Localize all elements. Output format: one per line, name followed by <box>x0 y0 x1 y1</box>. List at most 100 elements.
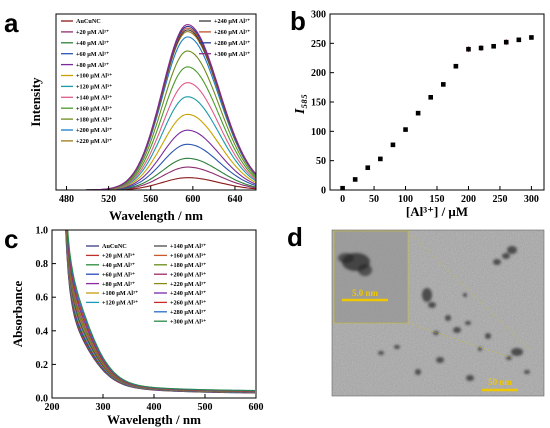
b-x-tick-label-4: 200 <box>461 194 476 205</box>
panel-a-legend: AuCuNC +20 μM Al³⁺ +40 μM Al³⁺ +60 μM Al³⁺ +… <box>61 18 250 145</box>
c-x-tick-label-1: 300 <box>96 402 111 413</box>
emission-curve-0 <box>56 177 256 190</box>
c-legend-label-12: +240 μM Al³⁺ <box>170 290 206 297</box>
nanoparticle-5 <box>445 315 451 321</box>
panel-c-legend: AuCuNC +20 μM Al³⁺ +40 μM Al³⁺ +60 μM Al³⁺ +… <box>86 243 206 325</box>
c-y-tick-label-2: 0.4 <box>36 326 49 337</box>
intensity-points <box>340 35 534 191</box>
b-x-tick-label-1: 50 <box>369 194 379 205</box>
c-legend-label-2: +40 μM Al³⁺ <box>102 262 135 269</box>
nanoparticle-2 <box>493 259 501 265</box>
b-point-10 <box>466 46 471 52</box>
absorbance-curve-15 <box>67 230 256 391</box>
a-legend-label-10: +200 μM Al³⁺ <box>76 127 112 134</box>
panel-a-frame <box>55 13 257 191</box>
b-point-3 <box>378 156 383 162</box>
c-legend-label-4: +80 μM Al³⁺ <box>102 281 135 288</box>
b-point-13 <box>503 39 509 45</box>
c-legend-label-14: +280 μM Al³⁺ <box>170 309 206 316</box>
a-legend-label-1: +20 μM Al³⁺ <box>76 29 109 36</box>
nanoparticle-18 <box>478 347 482 351</box>
c-legend-label-7: +140 μM Al³⁺ <box>170 243 206 250</box>
a-legend-label-15: +300 μM Al³⁺ <box>214 51 250 58</box>
panel-b-y-label: I₅₈₅ <box>293 94 308 115</box>
nanoparticle-7 <box>465 321 471 325</box>
panel-letter-b: b <box>290 6 306 36</box>
micrograph-frame <box>331 229 545 397</box>
nanoparticle-19 <box>524 370 530 374</box>
panel-c-chart: 200 300 400 500 600 0.0 0.2 0.4 0.6 0.8 1.0 AuCuNC… <box>10 226 264 428</box>
nanoparticle-6 <box>453 327 461 333</box>
b-point-9 <box>453 63 459 69</box>
emission-curve-3 <box>56 143 256 190</box>
a-legend-label-6: +120 μM Al³⁺ <box>76 84 112 91</box>
b-point-6 <box>415 110 421 116</box>
b-point-12 <box>491 43 496 49</box>
a-x-tick-label-4: 640 <box>227 194 242 205</box>
b-x-tick-label-6: 300 <box>524 194 539 205</box>
nanoparticle-3 <box>422 288 432 302</box>
b-x-tick-label-5: 250 <box>492 194 507 205</box>
nanoparticle-0 <box>507 246 517 254</box>
b-x-tick-label-3: 150 <box>430 194 445 205</box>
panel-a-x-label: Wavelength / nm <box>109 208 203 223</box>
tem-micrograph: 5.0 nm 50 nm <box>331 229 545 397</box>
nanoparticle-16 <box>394 345 400 349</box>
b-x-tick-label-0: 0 <box>340 194 345 205</box>
scale-label-main: 50 nm <box>488 377 512 387</box>
c-legend-label-11: +220 μM Al³⁺ <box>170 281 206 288</box>
nanoparticle-14 <box>415 369 421 375</box>
b-point-1 <box>352 177 358 182</box>
c-legend-label-0: AuCuNC <box>102 243 127 250</box>
emission-curve-2 <box>56 157 256 190</box>
a-legend-label-5: +100 μM Al³⁺ <box>76 73 112 80</box>
a-x-tick-label-3: 600 <box>185 194 200 205</box>
b-y-tick-label-5: 250 <box>311 39 326 50</box>
a-legend-label-4: +80 μM Al³⁺ <box>76 62 109 69</box>
c-x-tick-label-3: 500 <box>198 402 213 413</box>
inset-box <box>334 231 408 323</box>
c-y-tick-label-1: 0.2 <box>36 360 49 371</box>
c-legend-label-9: +180 μM Al³⁺ <box>170 262 206 269</box>
panel-a-x-ticks: 480 520 560 600 640 <box>59 186 242 205</box>
b-point-11 <box>478 45 484 51</box>
a-legend-label-9: +180 μM Al³⁺ <box>76 116 112 123</box>
b-y-tick-label-3: 150 <box>311 98 326 109</box>
panel-a-chart: 480 520 560 600 640 AuCuNC +20 μM Al³⁺ +40 μM … <box>28 13 257 223</box>
b-point-14 <box>516 37 522 43</box>
a-legend-label-13: +260 μM Al³⁺ <box>214 29 250 36</box>
nanoparticle-1 <box>502 253 510 259</box>
a-legend-label-7: +140 μM Al³⁺ <box>76 95 112 102</box>
scale-label-inset: 5.0 nm <box>352 288 379 298</box>
c-legend-label-3: +60 μM Al³⁺ <box>102 271 135 278</box>
c-y-tick-label-3: 0.6 <box>36 293 49 304</box>
nanoparticle-10 <box>511 348 523 356</box>
nanoparticle-9 <box>485 333 491 339</box>
b-y-tick-label-0: 0 <box>321 186 326 197</box>
c-legend-label-1: +20 μM Al³⁺ <box>102 253 135 260</box>
a-x-tick-label-0: 480 <box>59 194 74 205</box>
inset-leader-lines <box>407 230 533 359</box>
c-legend-label-6: +120 μM Al³⁺ <box>102 300 138 307</box>
a-legend-label-0: AuCuNC <box>76 18 101 25</box>
c-legend-label-8: +160 μM Al³⁺ <box>170 253 206 260</box>
panel-c-y-label: Absorbance <box>10 281 25 348</box>
c-legend-label-13: +260 μM Al³⁺ <box>170 300 206 307</box>
c-legend-label-10: +200 μM Al³⁺ <box>170 271 206 278</box>
panel-letter-d: d <box>287 222 303 252</box>
a-legend-label-14: +280 μM Al³⁺ <box>214 40 250 47</box>
b-point-5 <box>403 127 408 132</box>
b-point-15 <box>529 35 534 40</box>
nanoparticles <box>378 246 530 381</box>
b-y-tick-label-1: 50 <box>316 156 326 167</box>
c-x-tick-label-2: 400 <box>147 402 162 413</box>
a-legend-label-3: +60 μM Al³⁺ <box>76 51 109 58</box>
panel-letter-c: c <box>4 224 18 254</box>
b-point-8 <box>440 82 446 87</box>
panel-a-y-label: Intensity <box>28 77 43 127</box>
c-y-tick-label-5: 1.0 <box>36 226 49 237</box>
emission-curve-1 <box>56 166 256 190</box>
b-y-tick-label-4: 200 <box>311 68 326 79</box>
a-x-tick-label-2: 560 <box>143 194 158 205</box>
